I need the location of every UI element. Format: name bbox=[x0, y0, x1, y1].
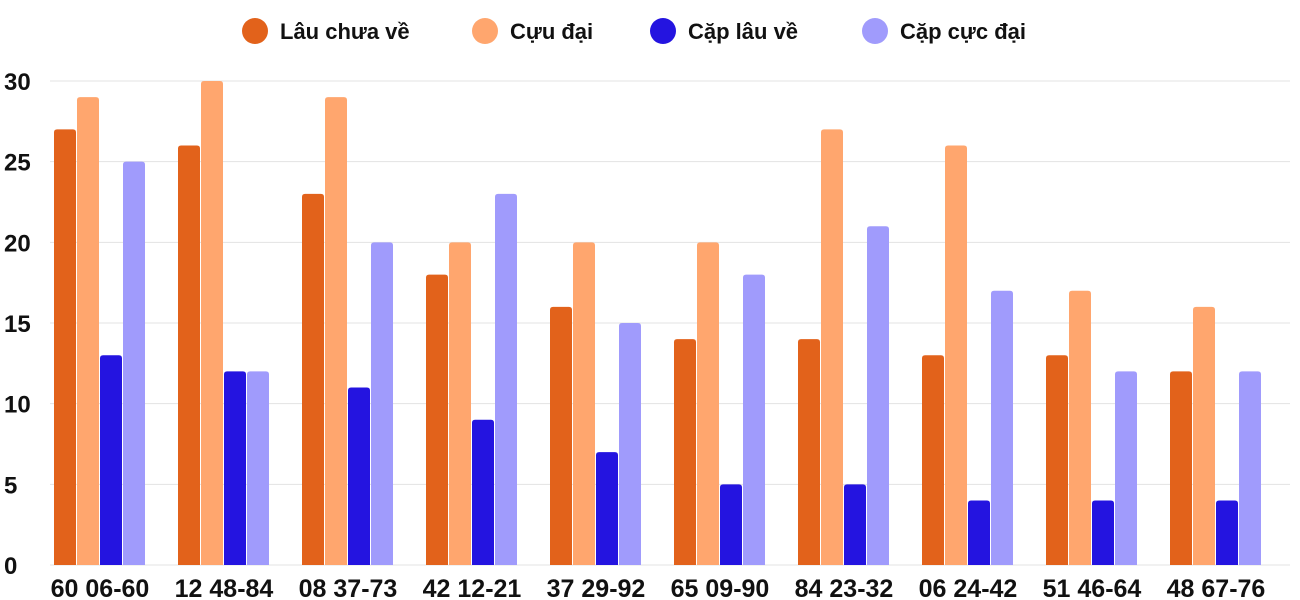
x-tick-label: 65 09-90 bbox=[671, 575, 770, 600]
bar-4-2 bbox=[247, 371, 269, 565]
bar-2-1 bbox=[77, 97, 99, 565]
bar-2-8 bbox=[945, 145, 967, 566]
x-tick-label: 48 67-76 bbox=[1167, 575, 1266, 600]
bar-1-5 bbox=[550, 306, 572, 565]
bar-2-7 bbox=[821, 129, 843, 565]
x-tick-label: 84 23-32 bbox=[795, 575, 894, 600]
bars bbox=[54, 81, 1261, 566]
bar-4-7 bbox=[867, 226, 889, 565]
bar-2-3 bbox=[325, 97, 347, 565]
bar-3-4 bbox=[472, 419, 494, 565]
bar-2-2 bbox=[201, 81, 223, 565]
legend-marker bbox=[862, 18, 888, 44]
bar-1-1 bbox=[54, 129, 76, 565]
bar-4-4 bbox=[495, 193, 517, 565]
legend-marker bbox=[242, 18, 268, 44]
legend-label: Cặp lâu về bbox=[688, 19, 798, 44]
legend-marker bbox=[650, 18, 676, 44]
bar-1-6 bbox=[674, 339, 696, 565]
y-axis: 0 5 10 15 20 25 30 bbox=[4, 69, 31, 580]
bar-4-9 bbox=[1115, 371, 1137, 565]
x-tick-label: 51 46-64 bbox=[1043, 575, 1142, 600]
y-tick-label: 10 bbox=[4, 392, 31, 419]
legend-label: Cựu đại bbox=[510, 19, 593, 44]
bar-1-3 bbox=[302, 193, 324, 565]
bar-4-3 bbox=[371, 242, 393, 566]
bar-3-9 bbox=[1092, 500, 1114, 565]
bar-3-7 bbox=[844, 484, 866, 565]
bar-2-10 bbox=[1193, 306, 1215, 565]
bar-1-2 bbox=[178, 145, 200, 566]
bar-4-10 bbox=[1239, 371, 1261, 565]
bar-4-6 bbox=[743, 274, 765, 565]
bar-3-2 bbox=[224, 371, 246, 565]
bar-3-8 bbox=[968, 500, 990, 565]
bar-2-6 bbox=[697, 242, 719, 566]
y-tick-label: 15 bbox=[4, 311, 31, 338]
x-tick-label: 60 06-60 bbox=[51, 575, 150, 600]
y-tick-label: 30 bbox=[4, 69, 31, 96]
y-tick-label: 5 bbox=[4, 472, 17, 499]
legend-label: Cặp cực đại bbox=[900, 19, 1026, 44]
bar-1-9 bbox=[1046, 355, 1068, 565]
bar-1-10 bbox=[1170, 371, 1192, 565]
bar-4-1 bbox=[123, 161, 145, 565]
bar-1-8 bbox=[922, 355, 944, 565]
bar-3-3 bbox=[348, 387, 370, 565]
x-tick-label: 42 12-21 bbox=[423, 575, 522, 600]
legend-label: Lâu chưa về bbox=[280, 19, 410, 44]
bar-1-4 bbox=[426, 274, 448, 565]
y-tick-label: 20 bbox=[4, 230, 31, 257]
x-tick-label: 06 24-42 bbox=[919, 575, 1018, 600]
bar-3-1 bbox=[100, 355, 122, 565]
bar-1-7 bbox=[798, 339, 820, 565]
y-tick-label: 25 bbox=[4, 150, 31, 177]
bar-2-5 bbox=[573, 242, 595, 566]
bar-2-9 bbox=[1069, 290, 1091, 565]
bar-2-4 bbox=[449, 242, 471, 566]
legend: Lâu chưa về Cựu đại Cặp lâu về Cặp cực đại bbox=[242, 18, 1026, 44]
x-tick-label: 08 37-73 bbox=[299, 575, 398, 600]
bar-4-8 bbox=[991, 290, 1013, 565]
x-tick-label: 12 48-84 bbox=[175, 575, 274, 600]
bar-3-10 bbox=[1216, 500, 1238, 565]
legend-marker bbox=[472, 18, 498, 44]
bar-3-6 bbox=[720, 484, 742, 565]
bar-4-5 bbox=[619, 323, 641, 565]
bar-3-5 bbox=[596, 452, 618, 565]
x-tick-label: 37 29-92 bbox=[547, 575, 646, 600]
y-tick-label: 0 bbox=[4, 553, 17, 580]
x-axis: 60 06-60 12 48-84 08 37-73 42 12-21 37 29-92… bbox=[51, 575, 1266, 600]
